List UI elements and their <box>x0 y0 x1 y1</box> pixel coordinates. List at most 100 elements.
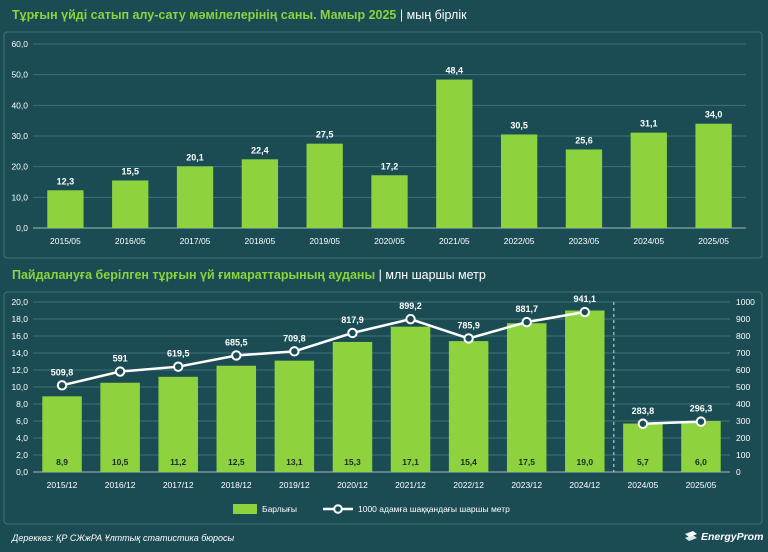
chart2-bar-value-label: 17,5 <box>518 457 535 467</box>
chart2-line-value-label: 709,8 <box>283 333 306 343</box>
chart2-x-tick: 2020/12 <box>337 480 368 490</box>
chart1-bar <box>695 123 732 228</box>
chart2-bar-value-label: 12,5 <box>228 457 245 467</box>
chart1-bar <box>47 190 84 228</box>
chart2-line-point <box>347 327 358 339</box>
chart2-line-value-label: 899,2 <box>399 301 422 311</box>
chart1-x-tick: 2022/05 <box>504 236 535 246</box>
chart2-line-point <box>637 418 649 429</box>
legend-label-line: 1000 адамға шаққандағы шаршы метр <box>358 504 510 514</box>
chart2-bar-value-label: 15,3 <box>344 457 361 467</box>
chart2-x-tick: 2024/12 <box>569 480 600 490</box>
chart2-x-tick: 2023/12 <box>511 480 542 490</box>
chart2-y-right-tick: 200 <box>736 433 750 443</box>
chart2-y-right-tick: 100 <box>736 450 750 460</box>
chart2-bar-value-label: 19,0 <box>577 457 594 467</box>
chart2-title: Пайдалануға берілген тұрғын үй ғимаратта… <box>12 268 486 282</box>
chart2-title-sep: | <box>378 268 386 282</box>
chart1-bar <box>630 132 667 228</box>
housing-area-chart: 0,0 2,0 4,0 6,0 8,0 10,0 12,0 14,0 16,0 18,0 20,0 0… <box>3 291 763 525</box>
chart2-y-right-tick: 500 <box>736 382 750 392</box>
energyprom-logo-icon <box>685 531 697 541</box>
chart1-bar <box>436 79 473 228</box>
chart2-line-value-label: 283,8 <box>632 406 655 416</box>
chart2-x-tick: 2019/12 <box>279 480 310 490</box>
chart1-y-tick: 20,0 <box>11 162 28 172</box>
chart2-bar <box>100 382 140 472</box>
chart2-title-unit: млн шаршы метр <box>385 268 486 282</box>
chart2-bar-value-label: 8,9 <box>56 457 68 467</box>
chart2-line-value-label: 619,5 <box>167 349 190 359</box>
chart2-bar <box>216 365 257 472</box>
chart2-x-tick: 2017/12 <box>163 480 194 490</box>
chart2-line-point <box>114 366 126 377</box>
chart2-bar <box>390 326 431 472</box>
chart2-bar <box>448 341 489 472</box>
chart2-line-value-label: 509,8 <box>51 367 74 377</box>
legend-swatch-bars <box>233 504 257 514</box>
chart1-title-main: Тұрғын үйді сатып алу-сату мәмілелерінің… <box>12 8 397 22</box>
chart2-y-left-tick: 2,0 <box>16 450 28 460</box>
legend-swatch-marker <box>333 504 343 514</box>
chart1-bar <box>371 175 408 228</box>
chart1-title: Тұрғын үйді сатып алу-сату мәмілелерінің… <box>12 8 467 22</box>
chart2-bar-value-label: 11,2 <box>170 457 186 467</box>
chart1-value-label: 48,4 <box>446 66 464 76</box>
chart2-bar <box>623 423 663 472</box>
chart1-y-tick: 60,0 <box>11 39 28 49</box>
chart2-line-segment <box>642 420 702 426</box>
chart1-value-label: 12,3 <box>57 176 75 186</box>
source-note: Дереккөз: ҚР СЖжРА Ұлттық статистика бюр… <box>12 533 235 543</box>
chart2-line-segment <box>61 310 586 387</box>
chart1-bar <box>112 180 149 228</box>
chart2-line-point <box>56 380 68 391</box>
chart2-line-point <box>405 313 416 325</box>
chart2-y-right-tick: 800 <box>736 331 750 341</box>
chart1-y-tick: 40,0 <box>11 100 28 110</box>
chart2-x-tick: 2018/12 <box>221 480 252 490</box>
chart2-bar <box>565 310 605 472</box>
chart2-x-tick: 2022/12 <box>453 480 484 490</box>
chart1-y-tick: 0,0 <box>16 223 28 233</box>
chart1-y-tick: 50,0 <box>11 70 28 80</box>
chart1-x-tick: 2024/05 <box>633 236 664 246</box>
chart2-y-left-tick: 20,0 <box>11 297 28 307</box>
chart1-bar <box>306 143 343 228</box>
chart2-y-left-tick: 6,0 <box>16 416 28 426</box>
chart2-line-value-label: 785,9 <box>457 320 480 330</box>
chart2-frame <box>3 291 763 525</box>
chart2-bar <box>332 341 373 472</box>
chart1-x-tick: 2015/05 <box>50 236 81 246</box>
chart1-bar <box>176 166 214 228</box>
energyprom-logo-text: EnergyProm <box>701 531 764 543</box>
chart1-bar <box>565 149 603 228</box>
chart1-value-label: 17,2 <box>381 161 399 171</box>
chart2-line-point <box>231 350 242 361</box>
chart1-x-tick: 2016/05 <box>115 236 146 246</box>
chart2-x-tick: 2021/12 <box>395 480 426 490</box>
chart2-bar-value-label: 17,1 <box>402 457 419 467</box>
chart2-line-point <box>579 306 590 318</box>
chart2-y-left-tick: 18,0 <box>11 314 28 324</box>
chart1-value-label: 30,5 <box>510 120 528 130</box>
chart2-bar-value-label: 5,7 <box>637 457 649 467</box>
chart2-y-right-tick: 900 <box>736 314 750 324</box>
chart2-x-tick: 2016/12 <box>105 480 136 490</box>
chart1-value-label: 31,1 <box>640 119 658 129</box>
chart2-y-left-tick: 12,0 <box>11 365 28 375</box>
chart2-x-tick: 2015/12 <box>47 480 78 490</box>
chart1-bar <box>241 159 279 228</box>
chart2-bar-value-label: 10,5 <box>112 457 129 467</box>
chart1-x-tick: 2023/05 <box>569 236 600 246</box>
chart2-y-right-tick: 300 <box>736 416 750 426</box>
chart2-line-value-label: 881,7 <box>515 304 538 314</box>
chart2-y-left-tick: 10,0 <box>11 382 28 392</box>
chart1-x-tick: 2018/05 <box>244 236 275 246</box>
chart2-bar <box>158 376 198 472</box>
chart2-y-left-tick: 16,0 <box>11 331 28 341</box>
chart2-bar-value-label: 13,1 <box>286 457 303 467</box>
chart2-y-left-tick: 0,0 <box>16 467 28 477</box>
chart2-y-right-tick: 0 <box>736 467 741 477</box>
chart2-y-right-tick: 400 <box>736 399 750 409</box>
chart2-bar-value-label: 6,0 <box>695 457 707 467</box>
